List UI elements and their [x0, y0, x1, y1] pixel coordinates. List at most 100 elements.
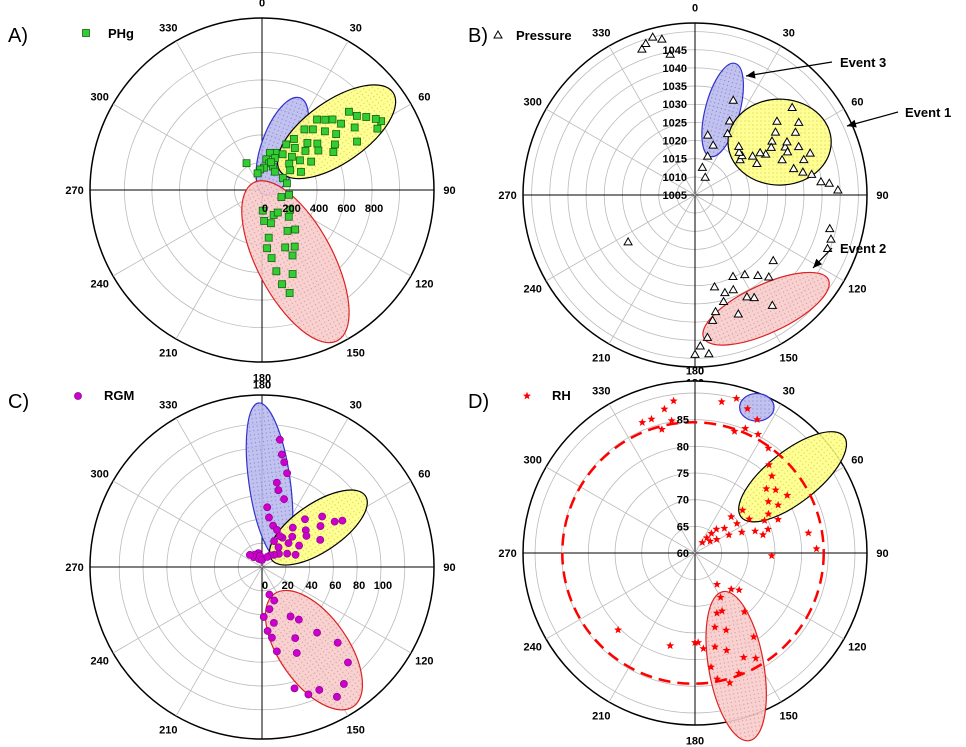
data-point: [275, 435, 284, 444]
angle-tick-label: 240: [90, 656, 108, 668]
grid-spoke: [694, 194, 845, 282]
data-point: [724, 530, 733, 539]
data-point: [702, 533, 711, 542]
grid-spoke: [608, 45, 696, 196]
data-point: [833, 185, 843, 194]
data-point: [493, 29, 503, 39]
angle-tick-label: 330: [592, 386, 610, 398]
data-point: [272, 478, 281, 487]
angle-tick-label: 120: [848, 642, 866, 654]
data-point: [790, 127, 801, 136]
radial-tick-label: 80: [677, 441, 689, 453]
arrow-head: [847, 119, 857, 128]
radial-tick-label: 85: [677, 415, 689, 427]
angle-tick-label: 150: [780, 352, 798, 364]
panel-letter: A): [8, 25, 28, 47]
radial-tick-label: 1005: [663, 190, 687, 202]
grid-spoke: [112, 566, 263, 654]
radial-tick-label: 400: [310, 203, 328, 215]
data-point: [749, 292, 760, 302]
data-point: [291, 550, 300, 559]
data-point: [752, 158, 762, 167]
arrow-head: [746, 70, 756, 79]
data-point: [313, 139, 322, 148]
event-annotation: Event 2: [840, 241, 886, 256]
data-point: [707, 662, 715, 671]
data-point: [764, 509, 773, 518]
angle-tick-label: 240: [523, 642, 541, 654]
data-point: [362, 113, 371, 121]
data-point: [665, 49, 676, 58]
angle-tick-label: 300: [90, 91, 108, 103]
data-point: [290, 684, 299, 693]
data-point: [344, 658, 352, 667]
data-point: [718, 296, 729, 306]
data-point: [353, 137, 361, 146]
data-point: [751, 526, 760, 535]
data-point: [283, 469, 292, 478]
data-point: [74, 392, 82, 400]
data-point: [294, 615, 303, 624]
data-point: [318, 512, 327, 521]
data-point: [707, 315, 718, 324]
angle-tick-label: 30: [783, 386, 795, 398]
angle-tick-label: 210: [159, 347, 177, 359]
data-point: [350, 123, 359, 132]
data-point: [699, 644, 708, 652]
angle-tick-label: 90: [876, 548, 888, 560]
data-point: [698, 538, 707, 546]
data-point: [824, 178, 835, 187]
data-point: [269, 618, 278, 627]
data-point: [282, 140, 291, 149]
data-point: [816, 176, 826, 186]
polar-panel-b: 0 30 60 90 120 150 180 210 240 270 300 330 1005 1010 1…: [468, 3, 951, 390]
data-point: [737, 528, 746, 536]
radial-tick-label: 1020: [663, 136, 687, 148]
grid-spoke: [175, 566, 263, 717]
data-point: [772, 116, 782, 125]
data-point: [82, 29, 90, 37]
legend-label: Pressure: [516, 28, 572, 43]
data-point: [278, 174, 287, 182]
angle-tick-label: 0: [265, 379, 271, 391]
data-point: [738, 506, 747, 514]
radial-tick-label: 1030: [663, 99, 687, 111]
data-point: [265, 590, 274, 599]
data-point: [690, 349, 700, 358]
data-point: [764, 444, 773, 452]
data-point: [751, 654, 760, 662]
angle-tick-label: 90: [876, 190, 888, 202]
data-point: [734, 669, 743, 677]
grid-spoke: [608, 194, 696, 345]
data-point: [706, 537, 715, 545]
data-point: [260, 216, 269, 225]
legend-label: PHg: [108, 26, 134, 41]
data-point: [707, 529, 716, 537]
data-point: [728, 271, 738, 280]
data-point: [258, 206, 267, 215]
data-point: [805, 148, 816, 157]
data-point: [623, 236, 633, 246]
radial-tick-label: 80: [353, 580, 365, 592]
radial-tick-label: 1045: [663, 45, 687, 57]
data-point: [290, 242, 299, 251]
grid-spoke: [175, 417, 263, 568]
data-point: [782, 136, 792, 146]
angle-tick-label: 60: [851, 96, 863, 108]
angle-tick-label: 300: [523, 454, 541, 466]
data-point: [345, 107, 353, 116]
data-point: [268, 633, 276, 642]
grid-spoke: [545, 194, 696, 282]
data-point: [270, 167, 279, 176]
data-point: [275, 532, 284, 540]
data-point: [304, 690, 313, 699]
ellipse-red: [264, 589, 364, 711]
data-point: [263, 244, 271, 253]
angle-tick-label: 120: [848, 284, 866, 296]
grid-spoke: [545, 552, 696, 640]
radial-tick-label: 0: [262, 203, 268, 215]
data-point: [669, 396, 678, 405]
data-point: [274, 486, 283, 495]
